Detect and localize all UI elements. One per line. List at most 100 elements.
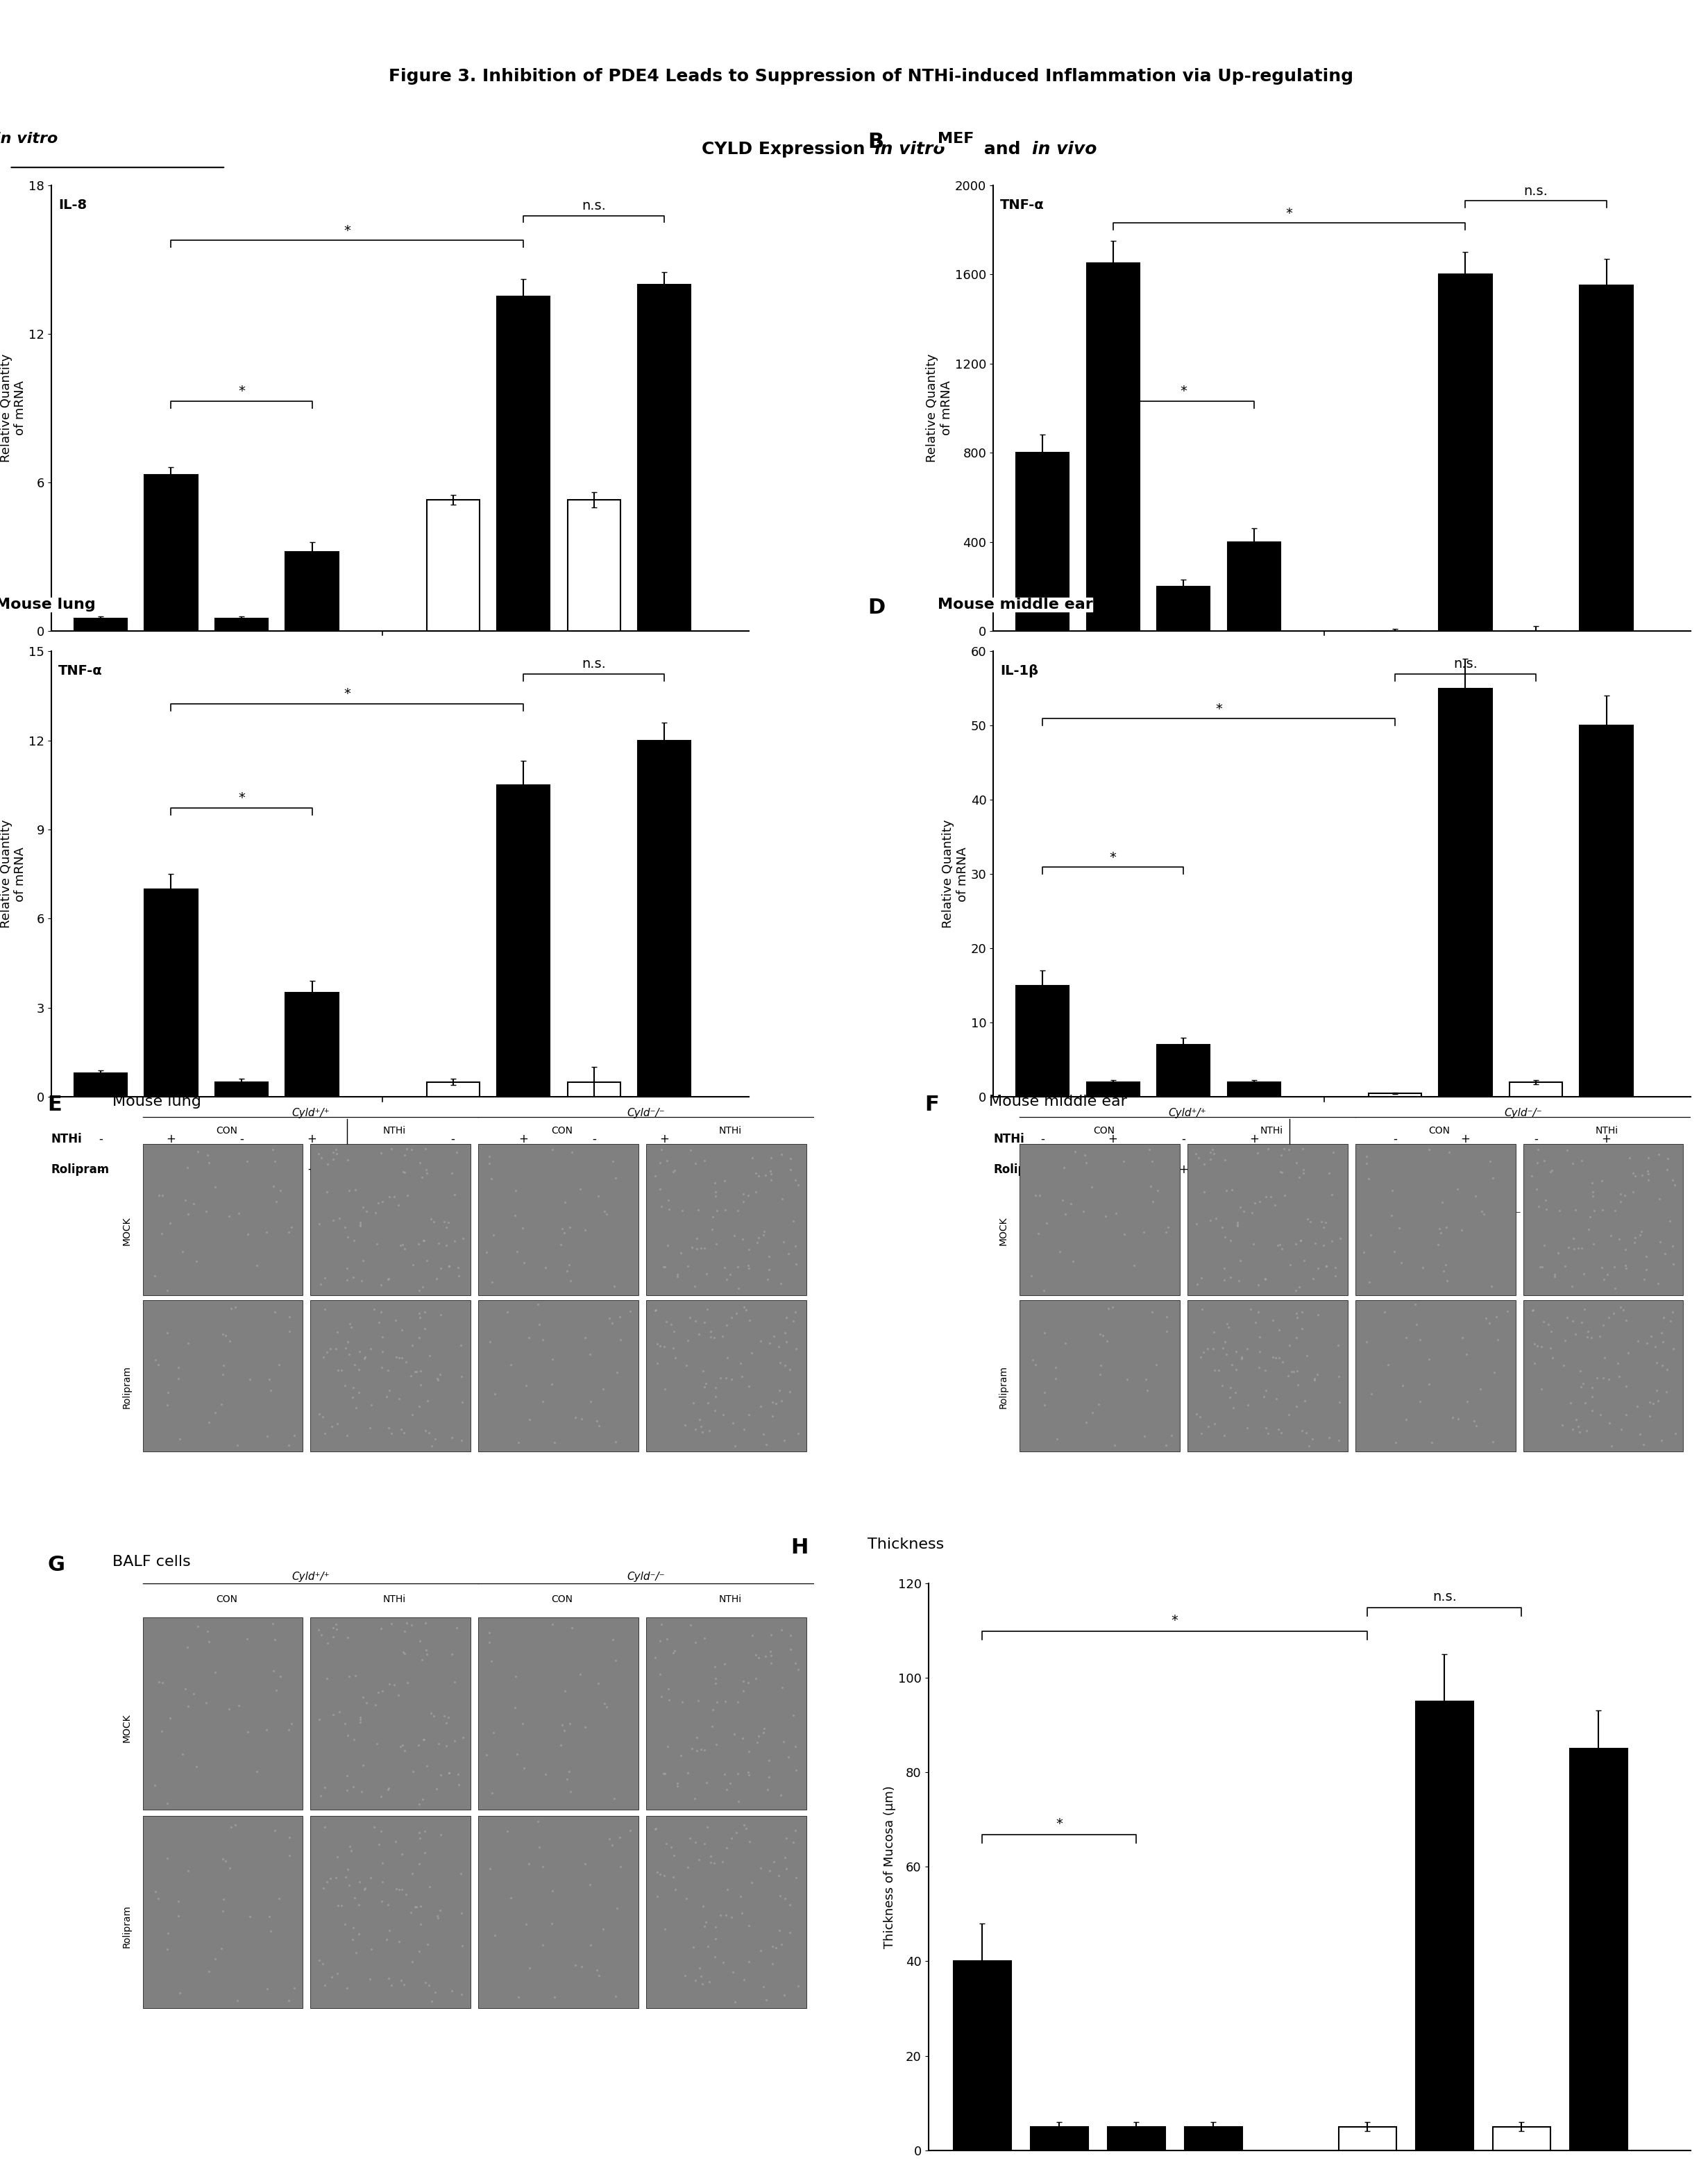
Text: BALF cells: BALF cells: [113, 1555, 191, 1568]
Point: [1197, 1136, 1225, 1171]
Point: [1568, 1142, 1595, 1177]
Point: [436, 1249, 463, 1284]
Text: -: -: [521, 1164, 526, 1177]
Text: -: -: [451, 697, 454, 710]
Point: [781, 1303, 808, 1338]
Point: [256, 1373, 284, 1407]
Point: [1635, 1162, 1662, 1197]
Point: [313, 1336, 340, 1371]
Point: [1278, 1353, 1305, 1388]
Text: Cyld⁻/⁻: Cyld⁻/⁻: [538, 1208, 579, 1221]
Point: [369, 1672, 396, 1707]
Bar: [1107, 2126, 1165, 2150]
Point: [659, 1859, 687, 1894]
Point: [386, 1924, 413, 1959]
Point: [427, 1892, 454, 1927]
Point: [410, 1722, 437, 1757]
Point: [497, 1347, 524, 1381]
Point: [210, 1842, 237, 1877]
Point: [755, 1238, 782, 1273]
Point: [695, 1414, 722, 1449]
Point: [333, 1418, 360, 1453]
Point: [311, 1416, 338, 1451]
Point: [323, 1331, 350, 1366]
Point: [318, 1959, 345, 1994]
Point: [724, 1271, 752, 1305]
Point: [591, 1195, 618, 1229]
Point: [364, 1727, 391, 1761]
Point: [1554, 1229, 1582, 1264]
Point: [350, 1242, 377, 1277]
Point: [670, 1685, 697, 1720]
Point: [323, 1607, 350, 1642]
Point: [142, 1768, 169, 1803]
Point: [1635, 1153, 1662, 1188]
Point: [1199, 1331, 1226, 1366]
Point: [500, 1197, 528, 1232]
Point: [745, 1718, 772, 1753]
Point: [477, 1147, 504, 1182]
Point: [340, 1371, 367, 1405]
Point: [1606, 1221, 1633, 1255]
Point: [340, 1223, 367, 1258]
Point: [405, 1846, 432, 1881]
Point: [1571, 1386, 1599, 1420]
Point: [350, 1872, 377, 1907]
Point: [261, 1814, 289, 1848]
Point: [1059, 1245, 1086, 1279]
Point: [654, 1620, 681, 1655]
Point: [1619, 1175, 1647, 1210]
Point: [1472, 1301, 1500, 1336]
Point: [236, 1362, 263, 1397]
Point: [762, 1931, 789, 1966]
Point: [1223, 1334, 1250, 1368]
Point: [586, 1959, 613, 1994]
Point: [714, 1772, 741, 1807]
Point: [757, 1853, 784, 1887]
Point: [436, 1755, 463, 1790]
Point: [1448, 1212, 1476, 1247]
Point: [1658, 1229, 1686, 1264]
Point: [1267, 1232, 1295, 1266]
Bar: [427, 500, 480, 630]
Point: [311, 1968, 338, 2003]
Point: [444, 1249, 471, 1284]
Point: [1600, 1297, 1628, 1331]
Point: [323, 1861, 350, 1896]
Point: [1027, 1177, 1054, 1212]
Point: [1267, 1153, 1295, 1188]
Point: [1225, 1264, 1252, 1299]
Text: +: +: [166, 667, 176, 680]
Point: [548, 1212, 576, 1247]
Point: [659, 1331, 687, 1366]
Point: [1621, 1158, 1648, 1192]
Point: [750, 1416, 777, 1451]
Point: [174, 1629, 202, 1664]
Point: [1199, 1132, 1226, 1166]
Point: [576, 1868, 603, 1903]
Text: Cyld⁺/⁺: Cyld⁺/⁺: [292, 1573, 330, 1581]
Point: [1271, 1132, 1298, 1166]
Point: [1264, 1412, 1291, 1447]
Point: [734, 1249, 762, 1284]
Point: [1218, 1223, 1245, 1258]
Point: [1392, 1321, 1419, 1355]
Point: [555, 1247, 582, 1281]
Point: [357, 1412, 384, 1447]
Point: [212, 1318, 239, 1353]
Point: [1660, 1247, 1688, 1281]
Point: [1443, 1171, 1471, 1205]
Point: [697, 1844, 724, 1879]
Point: [1052, 1197, 1079, 1232]
Text: Rolipram: Rolipram: [51, 1164, 109, 1177]
Point: [758, 1140, 786, 1175]
Point: [309, 1870, 336, 1905]
Text: -: -: [239, 667, 244, 680]
Point: [376, 1179, 403, 1214]
Point: [704, 1192, 731, 1227]
Point: [449, 1221, 477, 1255]
Point: [166, 1420, 193, 1455]
Point: [424, 1898, 451, 1933]
Point: [531, 1251, 559, 1286]
Point: [1153, 1214, 1180, 1249]
